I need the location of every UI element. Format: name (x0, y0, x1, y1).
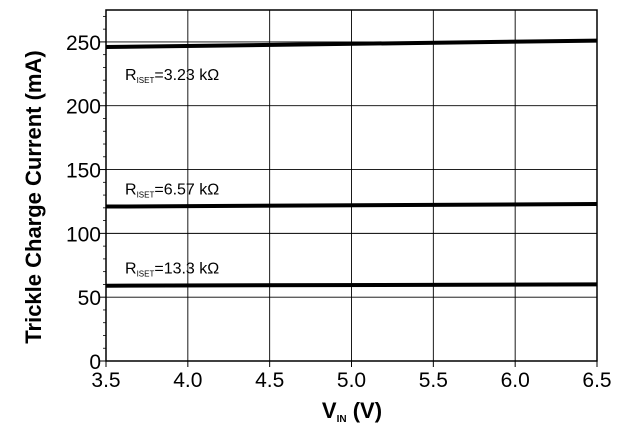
y-tick-label: 200 (66, 96, 101, 119)
series-label-sub: ISET (137, 270, 155, 279)
x-tick-label: 6.5 (582, 369, 611, 392)
series-label: RISET=3.23 kΩ (125, 67, 219, 85)
x-tick-label: 6.0 (501, 369, 530, 392)
tick-marks (100, 15, 598, 367)
x-tick-labels: 3.5 4.0 4.5 5.0 5.5 6.0 6.5 (91, 369, 611, 392)
series-label-main: R (125, 182, 137, 199)
x-tick-label: 5.5 (419, 369, 448, 392)
series-label-value: =6.57 kΩ (154, 182, 219, 199)
series-label: RISET=6.57 kΩ (125, 182, 219, 200)
x-axis-title-unit: (V) (347, 398, 382, 423)
series-label-main: R (125, 261, 137, 278)
x-axis-title-sub: IN (337, 414, 347, 425)
y-axis-title: Trickle Charge Current (mA) (21, 50, 46, 343)
x-axis-title: VIN (V) (322, 398, 382, 425)
series-label: RISET=13.3 kΩ (125, 261, 219, 279)
series-label-value: =3.23 kΩ (154, 67, 219, 84)
series-label-main: R (125, 67, 137, 84)
series-line (105, 202, 598, 209)
series-group (105, 38, 598, 288)
series-line (105, 38, 598, 50)
x-tick-label: 4.5 (255, 369, 284, 392)
x-tick-label: 4.0 (173, 369, 202, 392)
series-label-sub: ISET (137, 76, 155, 85)
series-label-sub: ISET (137, 191, 155, 200)
x-tick-label: 3.5 (91, 369, 120, 392)
y-tick-label: 50 (78, 287, 101, 310)
y-tick-label: 150 (66, 160, 101, 183)
x-axis-title-main: V (322, 398, 337, 423)
x-tick-label: 5.0 (337, 369, 366, 392)
series-label-value: =13.3 kΩ (154, 261, 219, 278)
y-tick-label: 100 (66, 223, 101, 246)
series-line (105, 282, 598, 288)
y-tick-label: 0 (89, 351, 101, 374)
y-tick-labels: 0 50 100 150 200 250 (66, 32, 101, 374)
y-tick-label: 250 (66, 32, 101, 55)
